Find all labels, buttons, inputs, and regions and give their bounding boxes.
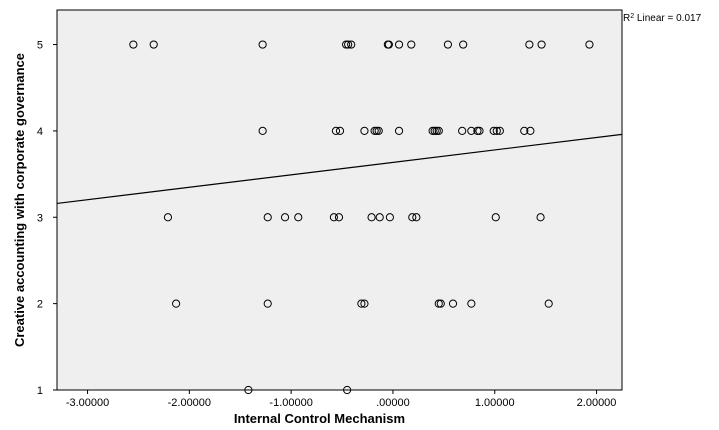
- data-point: [344, 40, 353, 49]
- data-point: [263, 299, 272, 308]
- data-point: [434, 126, 443, 136]
- data-point: [329, 213, 339, 222]
- x-tick-label: 2.00000: [577, 397, 617, 409]
- data-point: [372, 126, 381, 136]
- x-tick-label: -3.00000: [66, 397, 109, 409]
- data-point: [149, 40, 158, 49]
- y-tick-label: 2: [37, 299, 43, 311]
- data-point: [537, 40, 546, 49]
- data-point: [394, 40, 404, 49]
- data-point: [436, 299, 445, 308]
- data-point: [360, 299, 369, 308]
- data-point: [347, 40, 356, 49]
- data-point: [467, 126, 476, 136]
- plot-area: [56, 9, 623, 391]
- data-point: [489, 126, 498, 136]
- data-point: [473, 126, 482, 136]
- data-point: [434, 299, 443, 308]
- data-point: [172, 299, 181, 308]
- data-point: [467, 299, 476, 308]
- data-point: [475, 126, 484, 136]
- data-point: [384, 40, 393, 49]
- data-point: [495, 126, 504, 136]
- data-point: [374, 126, 383, 136]
- r2-label-superscript: 2: [630, 13, 634, 20]
- data-point: [394, 126, 404, 136]
- data-point: [432, 126, 441, 136]
- data-point: [342, 40, 351, 49]
- data-point: [430, 126, 439, 136]
- data-point: [335, 126, 345, 136]
- x-tick-label: -1.00000: [269, 397, 312, 409]
- data-point: [520, 126, 529, 136]
- y-axis-title: Creative accounting with corporate gover…: [12, 53, 27, 347]
- data-point: [492, 126, 501, 136]
- data-point: [443, 40, 453, 49]
- x-tick-label: 1.00000: [475, 397, 515, 409]
- data-point: [428, 126, 437, 136]
- y-tick-label: 4: [37, 126, 43, 138]
- data-point: [280, 213, 290, 222]
- x-axis-title: Internal Control Mechanism: [234, 411, 405, 426]
- r2-label-value: Linear = 0.017: [634, 13, 701, 24]
- data-point: [331, 126, 341, 136]
- data-point: [294, 213, 303, 222]
- data-point: [258, 40, 267, 49]
- data-point: [526, 126, 535, 136]
- data-point: [407, 40, 416, 49]
- r2-label-prefix: R: [623, 13, 630, 24]
- data-point: [357, 299, 366, 308]
- data-point: [536, 213, 545, 222]
- data-point: [448, 299, 458, 308]
- y-tick-label: 5: [37, 40, 43, 52]
- data-point: [263, 213, 272, 222]
- data-point: [459, 40, 468, 49]
- data-point: [544, 299, 553, 308]
- data-point: [258, 126, 267, 136]
- data-point: [525, 40, 534, 49]
- data-point: [360, 126, 369, 136]
- y-tick-label: 3: [37, 212, 43, 224]
- data-point: [163, 213, 173, 222]
- data-point: [585, 40, 594, 49]
- data-point: [343, 385, 352, 395]
- data-point: [375, 213, 384, 222]
- y-tick-label: 1: [37, 385, 43, 397]
- data-point: [244, 385, 253, 395]
- fit-line: [56, 133, 623, 205]
- data-point: [458, 126, 467, 136]
- data-point: [370, 126, 379, 136]
- r2-label: R2 Linear = 0.017: [623, 13, 702, 25]
- data-point: [412, 213, 421, 222]
- data-point: [129, 40, 138, 49]
- data-point: [334, 213, 344, 222]
- x-tick-label: -2.00000: [168, 397, 211, 409]
- data-point: [367, 213, 376, 222]
- data-point: [408, 213, 417, 222]
- x-tick-label: .00000: [376, 397, 410, 409]
- data-point: [491, 213, 500, 222]
- data-point: [385, 213, 394, 222]
